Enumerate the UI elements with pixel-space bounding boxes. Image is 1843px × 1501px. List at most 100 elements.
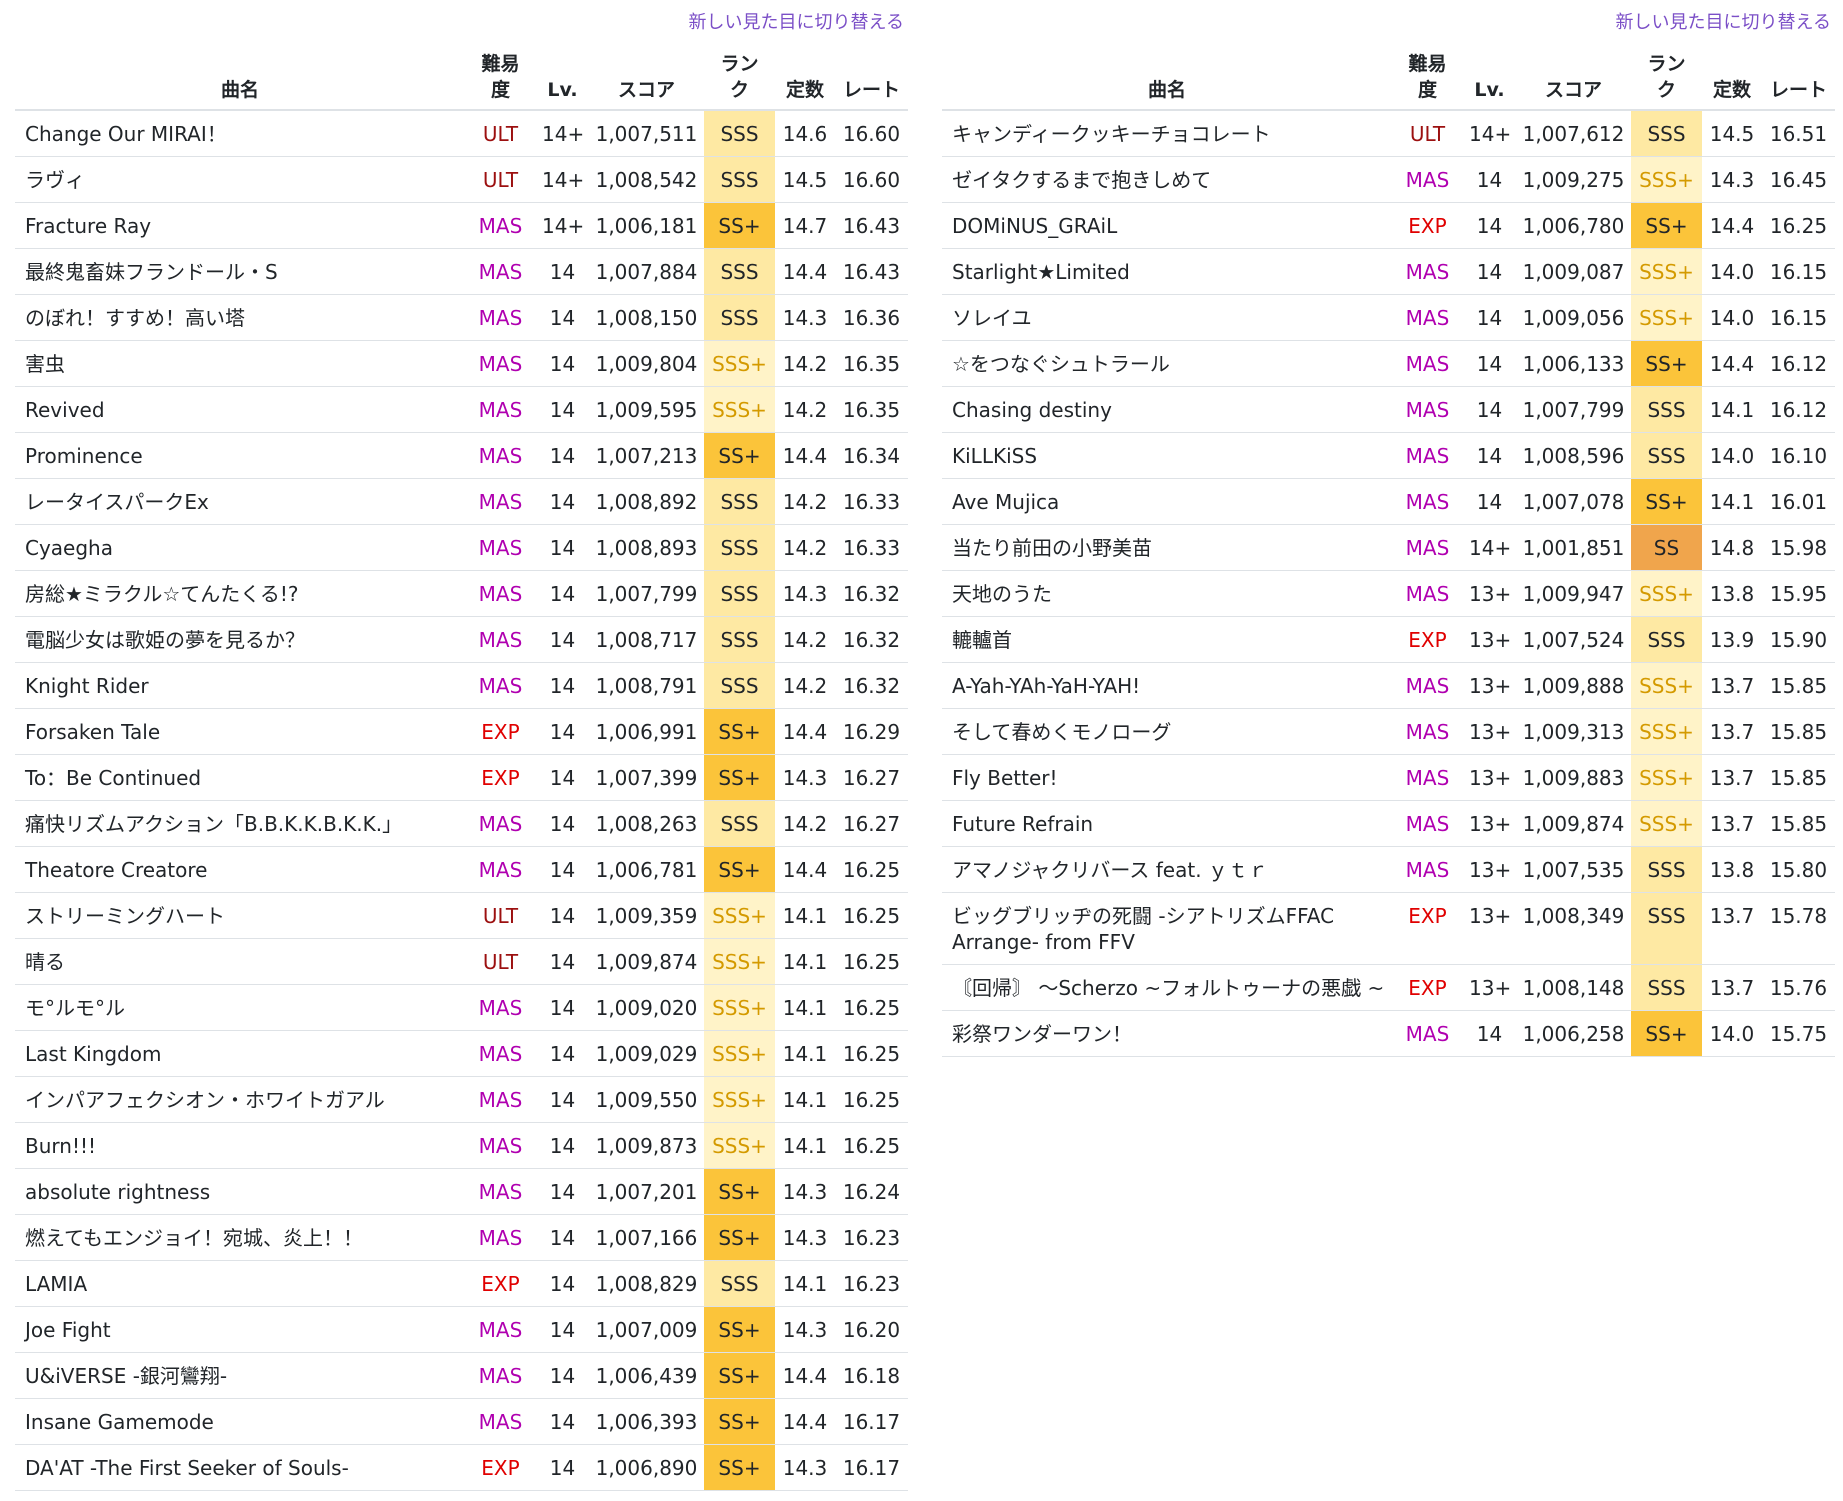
song-title: 〘回帰〙 ～Scherzo ~フォルトゥーナの悪戯 ~ — [942, 964, 1392, 1011]
rating: 16.01 — [1762, 478, 1835, 525]
score-row: 最終鬼畜妹フランドール・S MAS 14 1,007,884 SSS 14.4 16.43 — [15, 248, 908, 295]
constant: 14.1 — [775, 1076, 835, 1123]
song-title: ソレイユ — [942, 294, 1392, 341]
rank: SSS+ — [1631, 294, 1702, 341]
level: 14 — [536, 800, 589, 847]
difficulty: MAS — [465, 202, 536, 249]
rating: 15.85 — [1762, 708, 1835, 755]
score-row: Joe Fight MAS 14 1,007,009 SS+ 14.3 16.20 — [15, 1306, 908, 1353]
song-title: ゼイタクするまで抱きしめて — [942, 156, 1392, 203]
song-title: Fly Better! — [942, 754, 1392, 801]
song-title: Joe Fight — [15, 1306, 465, 1353]
level: 14 — [536, 248, 589, 295]
score-row: Fly Better! MAS 13+ 1,009,883 SSS+ 13.7 15.85 — [942, 754, 1835, 801]
song-title: 電脳少女は歌姫の夢を見るか？ — [15, 616, 465, 663]
rank: SSS — [704, 110, 775, 157]
song-title: absolute rightness — [15, 1168, 465, 1215]
song-title: のぼれ！すすめ！高い塔 — [15, 294, 465, 341]
constant: 14.0 — [1702, 432, 1762, 479]
header-row: 曲名 難易度 Lv. スコア ランク 定数 レート — [15, 47, 908, 111]
rank: SSS+ — [704, 386, 775, 433]
rank: SS+ — [704, 1306, 775, 1353]
level: 13+ — [1463, 846, 1516, 893]
rating: 16.45 — [1762, 156, 1835, 203]
difficulty: MAS — [465, 1398, 536, 1445]
switch-view-link[interactable]: 新しい見た目に切り替える — [688, 12, 904, 33]
score-row: 天地のうた MAS 13+ 1,009,947 SSS+ 13.8 15.95 — [942, 570, 1835, 617]
score-row: Change Our MIRAI！ ULT 14+ 1,007,511 SSS 14.6 1… — [15, 110, 908, 157]
score: 1,009,883 — [1516, 754, 1631, 801]
difficulty: MAS — [465, 248, 536, 295]
level: 14 — [1463, 1010, 1516, 1057]
rating: 16.15 — [1762, 248, 1835, 295]
rank: SSS — [1631, 432, 1702, 479]
score: 1,007,884 — [589, 248, 704, 295]
score-row: 彩祭ワンダーワン！ MAS 14 1,006,258 SS+ 14.0 15.75 — [942, 1010, 1835, 1057]
constant: 14.2 — [775, 800, 835, 847]
score: 1,008,148 — [1516, 964, 1631, 1011]
song-title: Change Our MIRAI！ — [15, 110, 465, 157]
song-title: ラヴィ — [15, 156, 465, 203]
level: 13+ — [1463, 616, 1516, 663]
song-title: Theatore Creatore — [15, 846, 465, 893]
score: 1,007,511 — [589, 110, 704, 157]
difficulty: MAS — [1392, 708, 1463, 755]
score-table: 曲名 難易度 Lv. スコア ランク 定数 レート Change Our MIRAI！ ULT 1… — [15, 47, 908, 1491]
rank: SS+ — [704, 1352, 775, 1399]
rating: 16.17 — [835, 1444, 908, 1491]
rating: 16.32 — [835, 662, 908, 709]
difficulty: MAS — [1392, 800, 1463, 847]
score: 1,009,550 — [589, 1076, 704, 1123]
score-row: DA'AT -The First Seeker of Souls- EXP 14 1,… — [15, 1444, 908, 1491]
rating: 16.43 — [835, 202, 908, 249]
rating: 15.78 — [1762, 892, 1835, 965]
constant: 14.3 — [775, 1444, 835, 1491]
difficulty: MAS — [465, 478, 536, 525]
rating: 16.12 — [1762, 386, 1835, 433]
constant: 14.3 — [775, 1168, 835, 1215]
constant: 14.2 — [775, 340, 835, 387]
difficulty: EXP — [1392, 616, 1463, 663]
rating: 16.33 — [835, 478, 908, 525]
constant: 13.7 — [1702, 708, 1762, 755]
level: 14 — [536, 432, 589, 479]
score: 1,007,009 — [589, 1306, 704, 1353]
rating: 15.76 — [1762, 964, 1835, 1011]
table-panel: 新しい見た目に切り替える曲名 難易度 Lv. スコア ランク 定数 レート Change Ou… — [15, 0, 908, 1491]
song-title: To：Be Continued — [15, 754, 465, 801]
rating: 16.23 — [835, 1260, 908, 1307]
score-row: 電脳少女は歌姫の夢を見るか？ MAS 14 1,008,717 SSS 14.2 16.32 — [15, 616, 908, 663]
difficulty: EXP — [465, 1444, 536, 1491]
rating: 16.25 — [835, 892, 908, 939]
song-title: Last Kingdom — [15, 1030, 465, 1077]
level: 14 — [536, 570, 589, 617]
rank: SS+ — [704, 708, 775, 755]
score: 1,009,947 — [1516, 570, 1631, 617]
rank: SSS — [1631, 846, 1702, 893]
score: 1,009,873 — [589, 1122, 704, 1169]
rank: SSS+ — [704, 892, 775, 939]
difficulty: MAS — [1392, 432, 1463, 479]
difficulty: MAS — [465, 386, 536, 433]
score: 1,009,020 — [589, 984, 704, 1031]
song-title: Prominence — [15, 432, 465, 479]
level: 14 — [1463, 432, 1516, 479]
score: 1,009,087 — [1516, 248, 1631, 295]
rating: 16.29 — [835, 708, 908, 755]
switch-view-link[interactable]: 新しい見た目に切り替える — [1615, 12, 1831, 33]
score-row: Knight Rider MAS 14 1,008,791 SSS 14.2 16.32 — [15, 662, 908, 709]
constant: 14.3 — [775, 754, 835, 801]
rank: SS+ — [1631, 340, 1702, 387]
rating: 16.60 — [835, 110, 908, 157]
rating: 16.25 — [1762, 202, 1835, 249]
table-panel: 新しい見た目に切り替える 曲名 難易度 Lv. スコア ランク 定数 レート キャンディークッキ… — [942, 0, 1835, 1057]
rank: SS+ — [704, 1214, 775, 1261]
level: 14 — [536, 340, 589, 387]
rating: 16.15 — [1762, 294, 1835, 341]
rank: SSS+ — [704, 340, 775, 387]
title-header: 曲名 — [15, 47, 465, 111]
level: 14+ — [1463, 524, 1516, 571]
level: 14 — [1463, 478, 1516, 525]
song-title: KiLLKiSS — [942, 432, 1392, 479]
